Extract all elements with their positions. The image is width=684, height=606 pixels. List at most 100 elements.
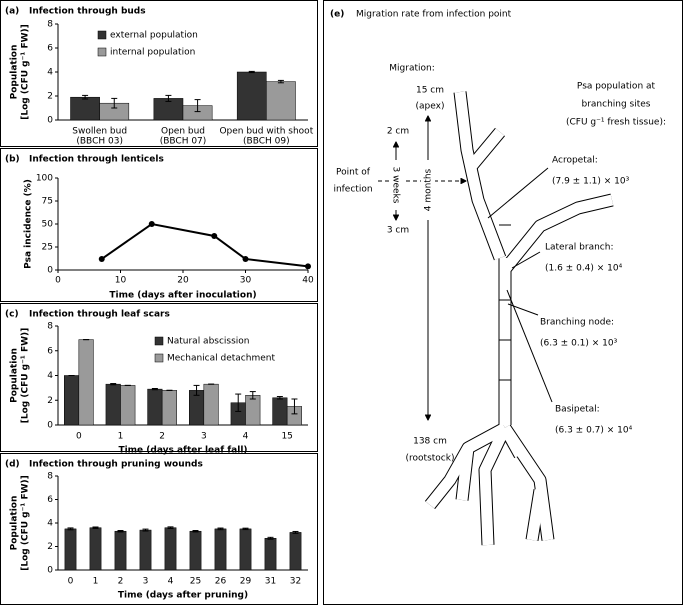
- x-tick-label: 2: [159, 432, 165, 442]
- plant-drawing: [424, 91, 614, 546]
- error-bar: [276, 396, 283, 400]
- error-bar: [277, 79, 284, 84]
- error-bar: [67, 527, 74, 531]
- x-tick-sublabel: (BBCH 09): [243, 137, 290, 147]
- label-bg: [386, 223, 410, 237]
- site-value: (1.6 ± 0.4) × 10⁴: [545, 264, 623, 274]
- label-bg: [389, 160, 403, 210]
- y-tick-label: 75: [42, 197, 53, 207]
- y-axis-title: Psa incidence (%): [24, 179, 34, 269]
- legend-swatch: [97, 47, 107, 57]
- x-tick-label: Open bud: [161, 127, 205, 137]
- bar: [89, 527, 102, 571]
- error-bar: [167, 526, 174, 530]
- bar: [189, 530, 202, 571]
- diagram-text: (apex): [416, 102, 445, 112]
- x-tick-label: 15: [281, 432, 292, 442]
- panel-frame: [323, 0, 683, 605]
- y-tick-label: 2: [47, 396, 53, 406]
- y-tick-label: 25: [42, 243, 53, 253]
- diagram-text: (rootstock): [406, 454, 455, 464]
- point: [98, 255, 105, 262]
- bar: [114, 530, 127, 571]
- stem-outline: [500, 193, 614, 273]
- x-tick-sublabel: (BBCH 03): [76, 137, 123, 147]
- point: [211, 232, 218, 239]
- x-tick-label: 40: [302, 276, 314, 286]
- y-tick-label: 4: [47, 519, 53, 529]
- error-bar: [249, 391, 256, 400]
- y-tick-label: 8: [47, 472, 53, 482]
- diagram-text: infection: [333, 185, 372, 195]
- bar: [120, 385, 136, 426]
- diagram-text: 3 cm: [387, 226, 409, 236]
- x-axis-title: Time (days after pruning): [118, 591, 248, 601]
- y-axis-title: Population: [10, 348, 20, 403]
- x-tick-label: 1: [118, 432, 124, 442]
- panel-label: (c): [5, 310, 19, 320]
- x-tick-label: 0: [76, 432, 82, 442]
- y-tick-label: 0: [47, 421, 53, 431]
- stem-fill: [456, 447, 474, 501]
- site-name: Lateral branch:: [545, 243, 614, 253]
- panel-frame: [0, 0, 318, 147]
- diagram-text: 138 cm: [413, 437, 447, 447]
- bar: [70, 96, 100, 121]
- y-axis-title: Population: [10, 45, 20, 100]
- bar: [78, 339, 94, 426]
- x-tick-label: 32: [290, 577, 301, 587]
- x-axis-title: Time (days after leaf fall): [118, 446, 247, 456]
- bar: [139, 529, 152, 571]
- point: [305, 263, 311, 270]
- bar: [272, 397, 288, 426]
- error-bar: [192, 530, 199, 533]
- error-bar: [92, 526, 99, 529]
- legend-swatch: [97, 30, 107, 40]
- panel-label: (d): [5, 460, 20, 470]
- bar: [214, 528, 227, 571]
- x-tick-sublabel: (BBCH 07): [160, 137, 207, 147]
- y-tick-label: 0: [47, 266, 53, 276]
- x-tick-label: 4: [243, 432, 249, 442]
- legend-label: internal population: [110, 48, 195, 58]
- y-axis-title: [Log (CFU g⁻¹ FW)]: [21, 24, 31, 119]
- x-tick-label: 4: [168, 577, 174, 587]
- x-tick-label: 29: [240, 577, 252, 587]
- label-bg: [386, 124, 410, 138]
- stem-fill: [425, 423, 508, 509]
- y-tick-label: 2: [47, 542, 53, 552]
- error-bar: [242, 527, 249, 531]
- error-bar: [291, 398, 298, 415]
- bar: [164, 527, 177, 571]
- y-tick-label: 100: [36, 174, 53, 184]
- bar: [239, 528, 252, 571]
- x-tick-label: 25: [190, 577, 201, 587]
- panel-frame: [0, 148, 318, 302]
- bar: [64, 375, 80, 426]
- x-tick-label: 3: [201, 432, 207, 442]
- y-tick-label: 6: [47, 346, 53, 356]
- bar: [203, 383, 219, 426]
- stem-fill: [501, 194, 614, 272]
- diagram-text: Point of: [336, 168, 371, 178]
- stem-fill: [465, 128, 505, 172]
- error-bar: [235, 393, 242, 412]
- y-tick-label: 8: [47, 20, 53, 30]
- y-tick-label: 0: [47, 566, 53, 576]
- diagram-text: 4 months: [424, 168, 434, 211]
- bar: [289, 532, 302, 571]
- legend-swatch: [154, 353, 164, 363]
- error-bar: [292, 530, 299, 534]
- diagram-text: 3 weeks: [391, 167, 401, 204]
- x-tick-label: 26: [215, 577, 227, 587]
- legend-label: external population: [110, 31, 198, 41]
- error-bar: [142, 528, 149, 532]
- bar: [245, 395, 261, 426]
- bar: [236, 71, 267, 121]
- x-tick-label: 1: [93, 577, 99, 587]
- error-bar: [110, 383, 117, 386]
- x-tick-label: 0: [55, 276, 61, 286]
- diagram-text: 15 cm: [416, 86, 444, 96]
- error-bar: [117, 530, 124, 533]
